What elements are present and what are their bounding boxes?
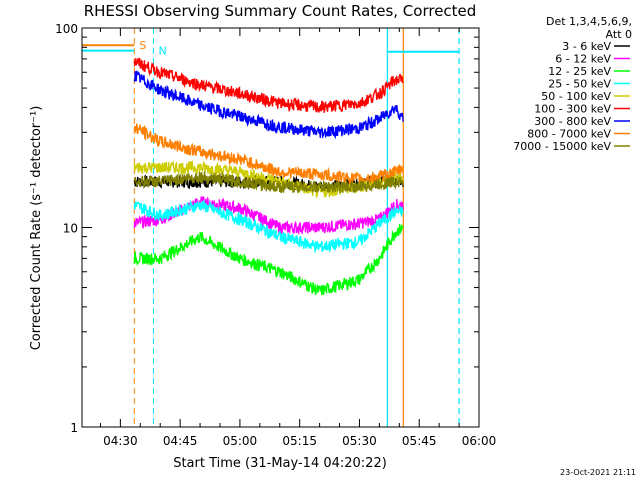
legend-entry-label: 50 - 100 keV <box>541 90 611 103</box>
x-tick-label: 06:00 <box>462 434 497 448</box>
x-tick-label: 05:30 <box>342 434 377 448</box>
flag-label: N <box>158 45 166 58</box>
legend-header-line-2: Att 0 <box>606 28 632 41</box>
y-axis: 1 10 100 <box>55 22 479 435</box>
legend-entry-label: 100 - 300 keV <box>534 103 611 116</box>
series-line <box>133 57 404 113</box>
legend-header-line-1: Det 1,3,4,5,6,9, <box>546 15 632 28</box>
legend-entry-label: 800 - 7000 keV <box>527 128 611 141</box>
legend-entry-label: 6 - 12 keV <box>555 53 611 66</box>
legend-entry-label: 300 - 800 keV <box>534 115 611 128</box>
footer-timestamp: 23-Oct-2021 21:11 <box>560 468 636 477</box>
x-tick-label: 05:15 <box>282 434 317 448</box>
legend-entry-label: 3 - 6 keV <box>562 40 611 53</box>
legend-entry-label: 25 - 50 keV <box>548 78 611 91</box>
x-axis-label: Start Time (31-May-14 04:20:22) <box>173 456 387 471</box>
series-line <box>133 171 404 194</box>
x-tick-label: 05:45 <box>402 434 437 448</box>
flag-label: S <box>139 39 146 52</box>
chart-title: RHESSI Observing Summary Count Rates, Co… <box>84 2 477 20</box>
x-tick-label: 05:00 <box>223 434 258 448</box>
y-tick-label: 100 <box>55 22 78 36</box>
y-tick-label: 10 <box>63 222 78 236</box>
x-axis: 04:30 04:45 05:00 05:15 05:30 05:45 06:00 <box>99 28 497 448</box>
x-tick-label: 04:45 <box>163 434 198 448</box>
series-line <box>133 224 404 296</box>
y-axis-label: Corrected Count Rate (s⁻¹ detector⁻¹) <box>29 106 44 351</box>
legend-entry-label: 7000 - 15000 keV <box>513 140 611 153</box>
series-line <box>133 122 404 186</box>
legend-entry-label: 12 - 25 keV <box>548 65 611 78</box>
series-line <box>133 70 404 140</box>
y-tick-label: 1 <box>70 421 78 435</box>
x-tick-label: 04:30 <box>103 434 138 448</box>
series-line <box>133 199 404 254</box>
